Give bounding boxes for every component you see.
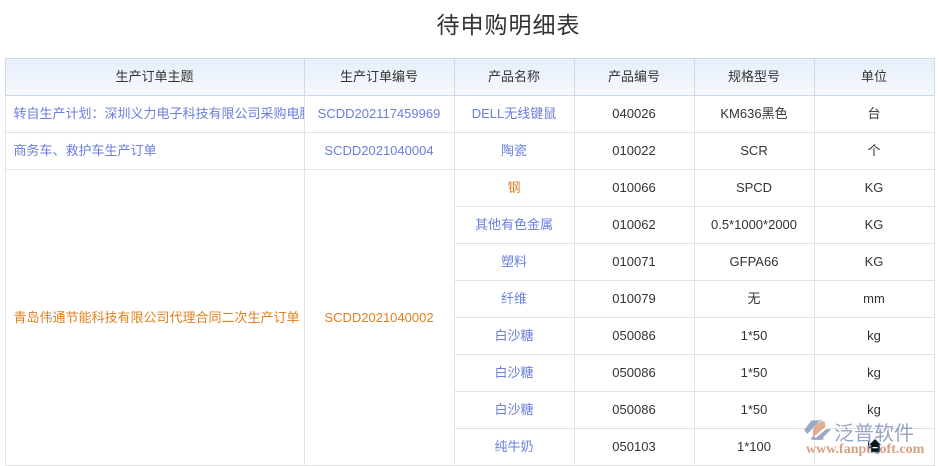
svg-text:www.fanpusoft.com: www.fanpusoft.com [806,442,925,457]
